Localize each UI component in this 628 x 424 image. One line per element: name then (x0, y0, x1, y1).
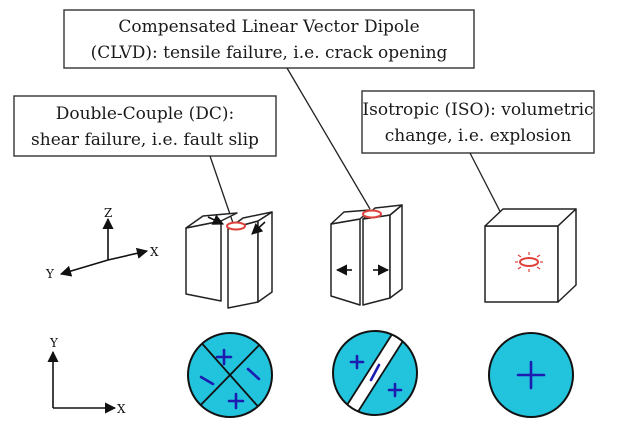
clvd-source-marker (362, 209, 382, 219)
dc-leader-line (209, 155, 234, 224)
dc-quadrant-lower (191, 375, 270, 417)
clvd-callout: Compensated Linear Vector Dipole (CLVD):… (63, 9, 475, 69)
iso-cube-side (557, 208, 577, 303)
clvd-leader-line (286, 67, 371, 210)
y-axis-arrow (59, 259, 109, 277)
dc-beachball (187, 332, 273, 418)
axes-3d: Z Y X (45, 206, 159, 281)
dc-left-front (185, 220, 222, 302)
dc-sign-minus-left (199, 375, 215, 386)
x-axis-label-3d: X (150, 245, 159, 259)
clvd-callout-line2: (CLVD): tensile failure, i.e. crack open… (91, 43, 448, 63)
clvd-sign-plus-right (387, 382, 403, 398)
iso-sign-plus (516, 360, 546, 390)
clvd-crack-block (330, 204, 403, 306)
clvd-callout-box (63, 9, 475, 69)
x-axis-arrow (107, 247, 149, 261)
iso-callout-line1: Isotropic (ISO): volumetric (362, 100, 593, 120)
iso-beachball (488, 332, 574, 418)
dc-source-marker (226, 221, 246, 231)
dc-callout: Double-Couple (DC): shear failure, i.e. … (13, 95, 277, 157)
clvd-beachball (332, 330, 418, 416)
y-axis-label-2d: Y (49, 336, 59, 350)
clvd-sign-plus-left (349, 354, 365, 370)
z-axis-label: Z (104, 206, 112, 220)
clvd-right-front (362, 214, 391, 306)
iso-cube (484, 208, 577, 303)
x-axis-label-2d: X (117, 402, 126, 416)
dc-slip-arrow-left (207, 214, 225, 225)
clvd-sign-minus-center (369, 363, 381, 382)
dc-sign-plus-top (215, 348, 233, 366)
iso-callout-box (361, 90, 595, 154)
iso-callout: Isotropic (ISO): volumetric change, i.e.… (361, 90, 595, 154)
clvd-beachball-outline (332, 330, 418, 416)
dc-callout-box (13, 95, 277, 157)
dc-quadrant-upper (190, 333, 269, 375)
clvd-callout-line1: Compensated Linear Vector Dipole (118, 17, 419, 37)
dc-sign-minus-right (246, 367, 261, 381)
dc-slip-arrow-right (251, 221, 266, 235)
dc-callout-line1: Double-Couple (DC): (56, 104, 235, 124)
dc-beachball-outline (187, 332, 273, 418)
clvd-right-side (389, 204, 403, 299)
iso-explosion-marker (515, 252, 543, 272)
dc-callout-line2: shear failure, i.e. fault slip (31, 130, 259, 150)
clvd-left-front (330, 218, 361, 306)
iso-callout-line2: change, i.e. explosion (385, 126, 572, 146)
dc-fault-block (185, 211, 273, 309)
dc-sign-plus-bottom (227, 392, 245, 410)
dc-right-front (227, 220, 259, 309)
y-axis-label-3d: Y (45, 267, 55, 281)
axes-2d: Y X (47, 336, 126, 416)
